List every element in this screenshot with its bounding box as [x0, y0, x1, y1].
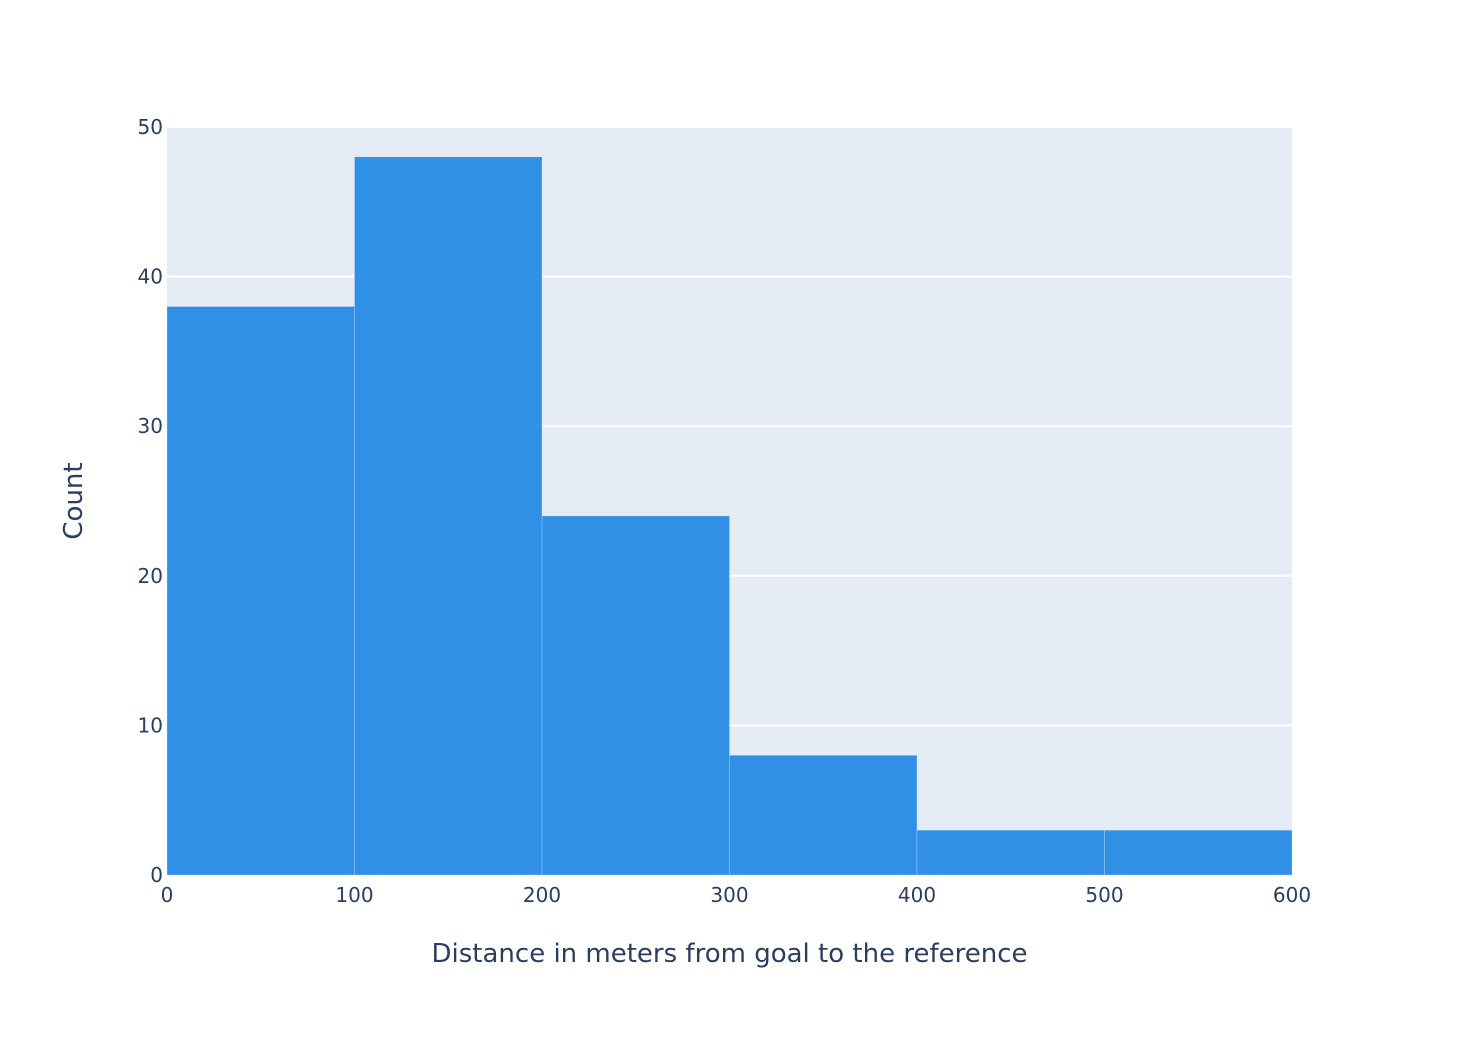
histogram-bar	[541, 515, 730, 876]
y-tick-label: 10	[138, 713, 163, 737]
bars	[166, 156, 1293, 876]
y-axis-title: Count	[59, 462, 89, 539]
histogram-bar	[916, 829, 1105, 876]
x-tick-label: 400	[898, 883, 936, 907]
y-tick-label: 50	[138, 115, 163, 139]
x-tick-labels: 0 100 200 300 400 500 600	[161, 883, 1311, 907]
x-tick-label: 200	[523, 883, 561, 907]
histogram-bar	[1104, 829, 1293, 876]
y-tick-label: 20	[138, 564, 163, 588]
histogram-bar	[729, 755, 918, 876]
y-tick-labels: 0 10 20 30 40 50	[138, 115, 163, 887]
histogram-bar	[166, 306, 355, 876]
y-tick-label: 30	[138, 414, 163, 438]
y-tick-label: 0	[150, 863, 163, 887]
x-tick-label: 100	[335, 883, 373, 907]
x-tick-label: 600	[1273, 883, 1311, 907]
x-tick-label: 300	[710, 883, 748, 907]
y-tick-label: 40	[138, 265, 163, 289]
x-axis-title: Distance in meters from goal to the refe…	[432, 939, 1028, 969]
x-tick-label: 500	[1085, 883, 1123, 907]
x-tick-label: 0	[161, 883, 174, 907]
histogram-bar	[354, 156, 543, 876]
